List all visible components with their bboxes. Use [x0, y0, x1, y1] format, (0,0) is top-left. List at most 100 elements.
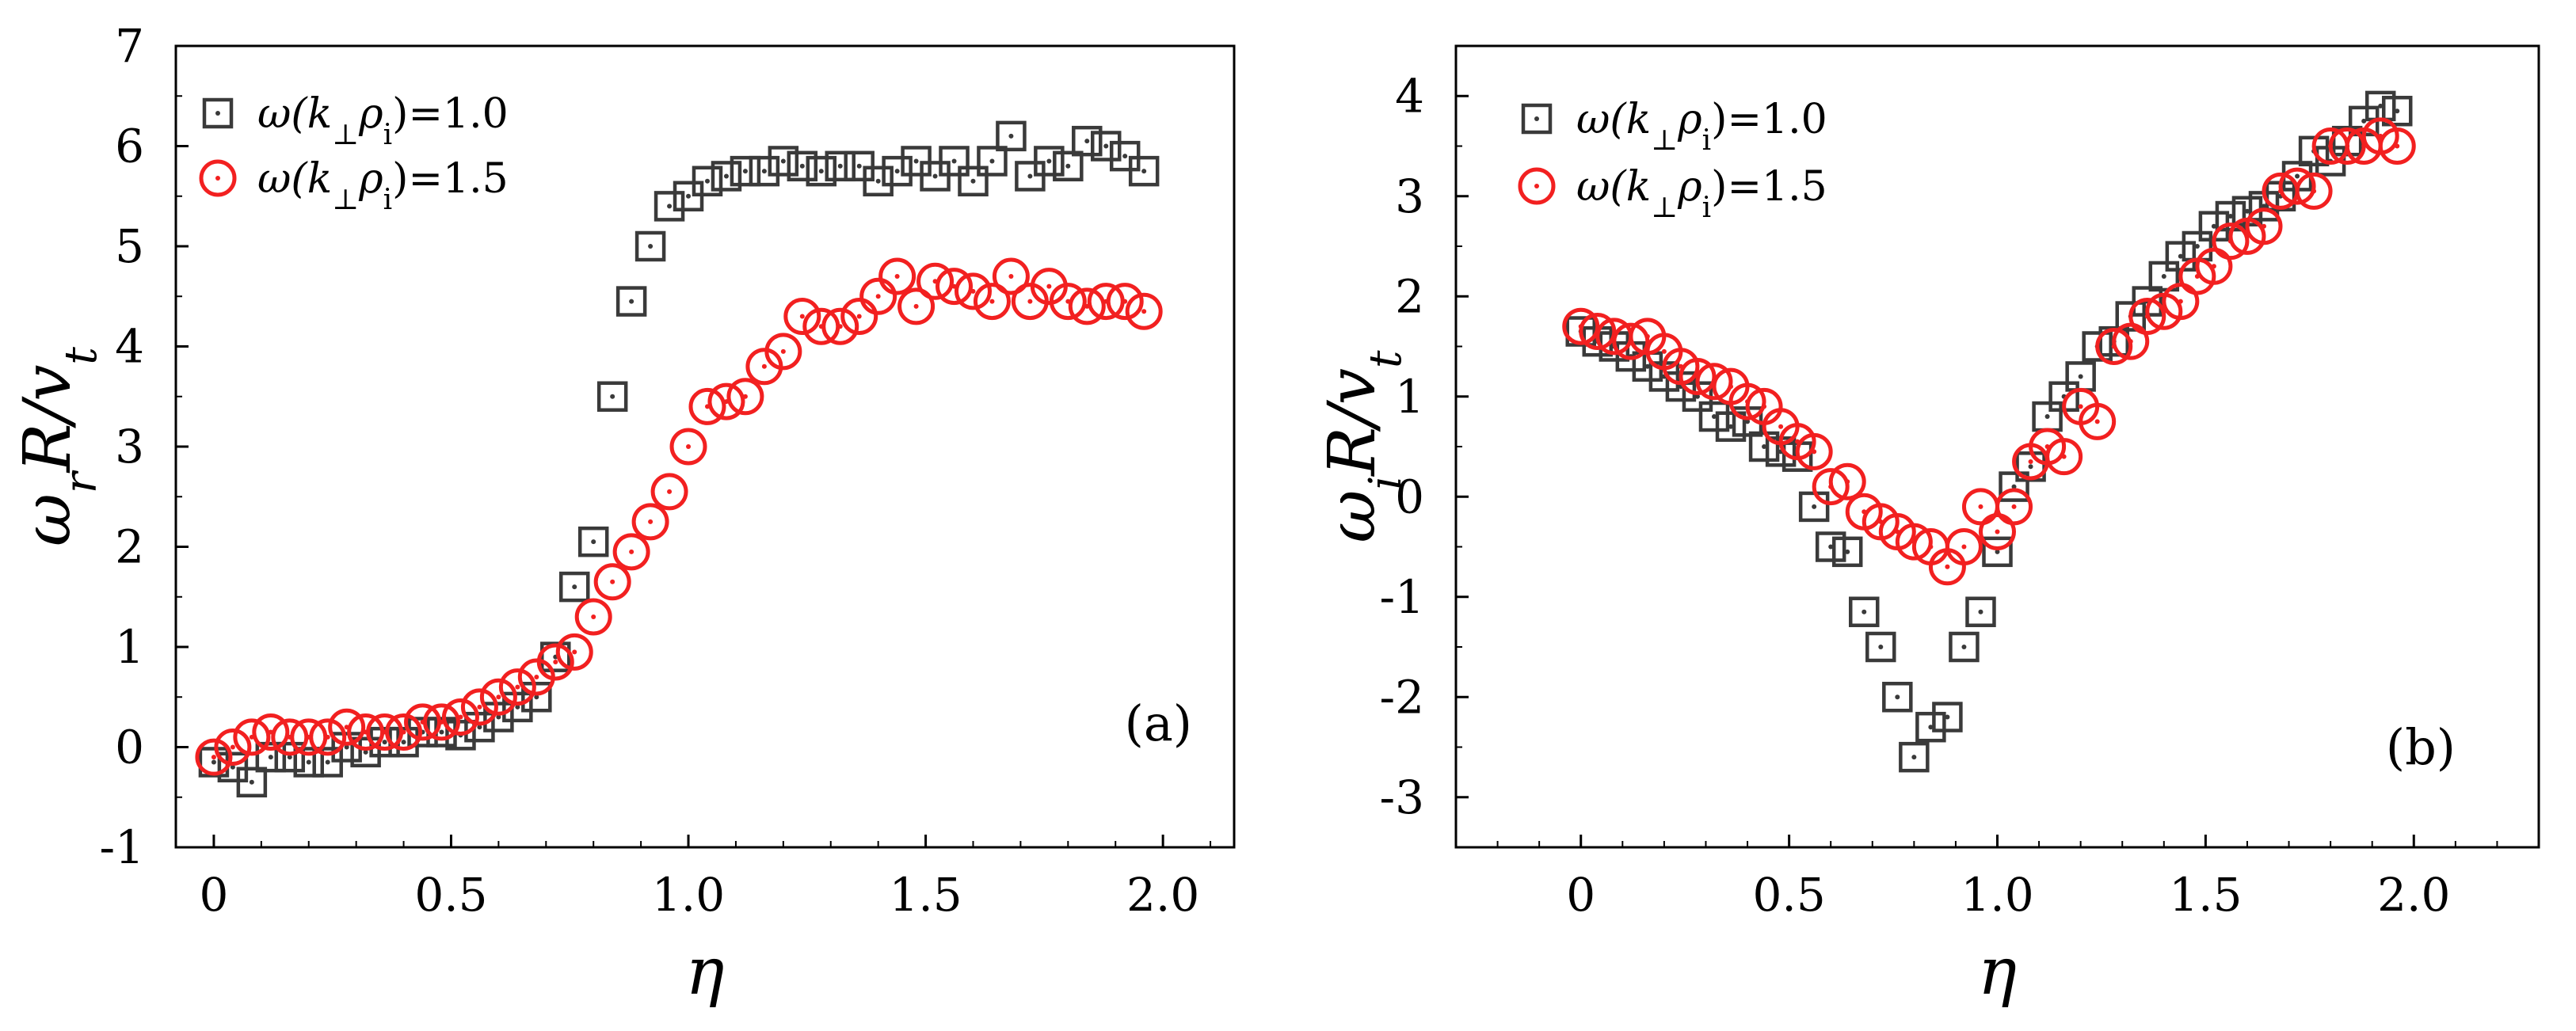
panel-a-x-tick-label: 0	[199, 868, 228, 922]
panel-b-series-1-point-center-dot	[1694, 394, 1700, 399]
panel-a-y-tick-label: 0	[115, 721, 144, 774]
panel-a-series-1-point	[749, 155, 780, 187]
panel-a-y-tick-label: 3	[115, 420, 144, 474]
panel-a-series-1-point	[806, 155, 837, 187]
panel-b-legend-entry-part: ρ	[1677, 163, 1702, 211]
panel-a-series-2-point-center-dot	[629, 549, 634, 554]
panel-b-y-tick-label: -3	[1380, 770, 1425, 824]
panel-a-series-1-point	[596, 381, 628, 412]
panel-a-series-1-point-center-dot	[363, 749, 368, 755]
panel-b-x-tick-label: 0.5	[1752, 868, 1825, 922]
panel-a-series-2-point-shape	[309, 718, 347, 756]
panel-a-series-1-point-shape	[711, 161, 742, 192]
panel-a-series-1-point-center-dot	[268, 755, 273, 760]
panel-a-series-1-point-shape	[521, 682, 552, 713]
panel-a-series-1-point-center-dot	[287, 755, 292, 760]
panel-b-legend-marker	[1521, 103, 1553, 135]
panel-b-y-axis-title-part: i	[1360, 476, 1412, 490]
panel-a-series-1-point-center-dot	[591, 539, 596, 545]
panel-b-legend-marker-shape	[1521, 103, 1553, 135]
panel-b-y-axis-title-part: R/v	[1315, 368, 1390, 477]
panel-b-series-1-point-shape	[1915, 711, 1946, 743]
panel-a-series-1-point-shape	[464, 711, 495, 743]
panel-b-series-1-point	[1715, 411, 1747, 442]
panel-a-series-1-point-center-dot	[780, 158, 786, 164]
panel-b-x-tick-label: 0	[1566, 868, 1595, 922]
panel-a-legend-entry-part: )=1.0	[392, 90, 509, 138]
panel-b-series-1-point-shape	[1982, 536, 2013, 568]
panel-b-series-2-point-shape	[2095, 328, 2133, 365]
panel-a-series-1-point	[863, 165, 894, 197]
panel-a-series-1-point-shape	[502, 691, 533, 723]
panel-a-y-tick-label: -1	[100, 820, 145, 874]
panel-a-series-2-point-shape	[916, 262, 955, 300]
panel-b-label: (b)	[2386, 718, 2456, 776]
panel-a-series-1-point-center-dot	[1046, 158, 1052, 164]
panel-b-legend-marker	[1518, 167, 1556, 205]
panel-b-series-2-point-shape	[1895, 523, 1933, 561]
panel-a-series-1-point-shape	[787, 150, 818, 182]
panel-a-series-2-point	[973, 283, 1011, 321]
panel-b-series-2-point-center-dot	[1812, 449, 1817, 455]
panel-a-series-2-point-shape	[650, 473, 688, 511]
panel-a-series-1-point-shape	[1034, 146, 1065, 177]
panel-b-series-1-point-center-dot	[1928, 725, 1934, 730]
panel-b-series-1-point	[2381, 95, 2413, 127]
panel-a-y-axis-title-part: R/v	[10, 365, 86, 474]
panel-a-series-2-point-center-dot	[534, 674, 539, 679]
panel-a-series-2-point-shape	[840, 298, 878, 336]
panel-a-series-2-point-shape	[688, 387, 726, 425]
panel-b-legend: ω(k⊥ρi)=1.0ω(k⊥ρi)=1.5	[1518, 96, 1827, 224]
panel-b-series-2-point-shape	[1995, 488, 2033, 526]
panel-b-series-2-point-center-dot	[2028, 458, 2033, 464]
panel-a-series-1-point	[1034, 146, 1065, 177]
panel-a-legend-entry: ω(k⊥ρi)=1.0	[257, 90, 509, 151]
panel-a-series-2-point-shape	[233, 718, 271, 756]
panel-a-series-1-point-center-dot	[629, 299, 634, 304]
panel-a-series-2-point-center-dot	[875, 294, 881, 299]
panel-a-series-1-point-shape	[293, 747, 324, 778]
panel-a-series-2-point-center-dot	[1122, 299, 1128, 304]
panel-a-series-1-point-center-dot	[344, 744, 349, 750]
panel-b-series-2-point-center-dot	[2094, 419, 2100, 424]
panel-b-series-1-point-center-dot	[1961, 645, 1967, 649]
panel-a-series-1-point	[502, 691, 533, 723]
panel-a-series-2-point-shape	[422, 703, 460, 741]
panel-a-y-tick-label: 1	[115, 620, 144, 674]
panel-b-series-2-point-shape	[2128, 298, 2166, 336]
panel-a-series-2-point-center-dot	[572, 649, 577, 655]
panel-b-series-2-point-center-dot	[1644, 333, 1650, 339]
panel-b-x-tick-label: 1.0	[1961, 868, 2033, 922]
panel-a-series-1-point-shape	[730, 155, 761, 187]
panel-b-series-2-point-center-dot	[2061, 454, 2067, 459]
panel-b-series-2-point	[2162, 283, 2200, 321]
panel-b-series-2-point-shape	[1728, 382, 1766, 420]
panel-a-series-1-point	[1072, 125, 1103, 157]
panel-b-series-2-point-center-dot	[2261, 223, 2266, 229]
panel-a-series-2-point	[195, 738, 233, 776]
panel-a-series-2-point	[897, 287, 936, 325]
panel-a-series-1-point-shape	[615, 286, 647, 317]
panel-a-legend-entry: ω(k⊥ρi)=1.5	[257, 155, 509, 216]
panel-b-series-1-point-shape	[2082, 331, 2113, 362]
panel-b-y-tick-label: -2	[1380, 670, 1425, 724]
panel-a-series-1-point-shape	[577, 526, 609, 557]
panel-a-series-2-point-center-dot	[515, 684, 520, 690]
panel-a-series-1-point-center-dot	[837, 163, 843, 169]
panel-a-legend-entry-part: i	[383, 119, 393, 151]
panel-a-series-2-point-center-dot	[761, 363, 767, 369]
panel-a-series-2-point	[574, 598, 612, 636]
panel-a-series-1-point-center-dot	[1008, 133, 1014, 139]
panel-a-series-1-point	[464, 711, 495, 743]
panel-a-series-2-point-center-dot	[742, 394, 748, 399]
panel-a-series-1-point-center-dot	[211, 759, 216, 765]
panel-a-series-2-point-center-dot	[610, 579, 615, 584]
panel-b-legend-entry-part: i	[1702, 124, 1712, 157]
panel-b-y-tick-label: -1	[1380, 570, 1425, 624]
panel-a-legend-marker-shape	[199, 159, 237, 197]
panel-a-series-2-point-center-dot	[856, 314, 862, 319]
panel-a-series-2-point-shape	[1125, 292, 1163, 330]
panel-a-series-2-point-center-dot	[1027, 299, 1033, 304]
panel-a-series-1-point-center-dot	[742, 169, 748, 174]
